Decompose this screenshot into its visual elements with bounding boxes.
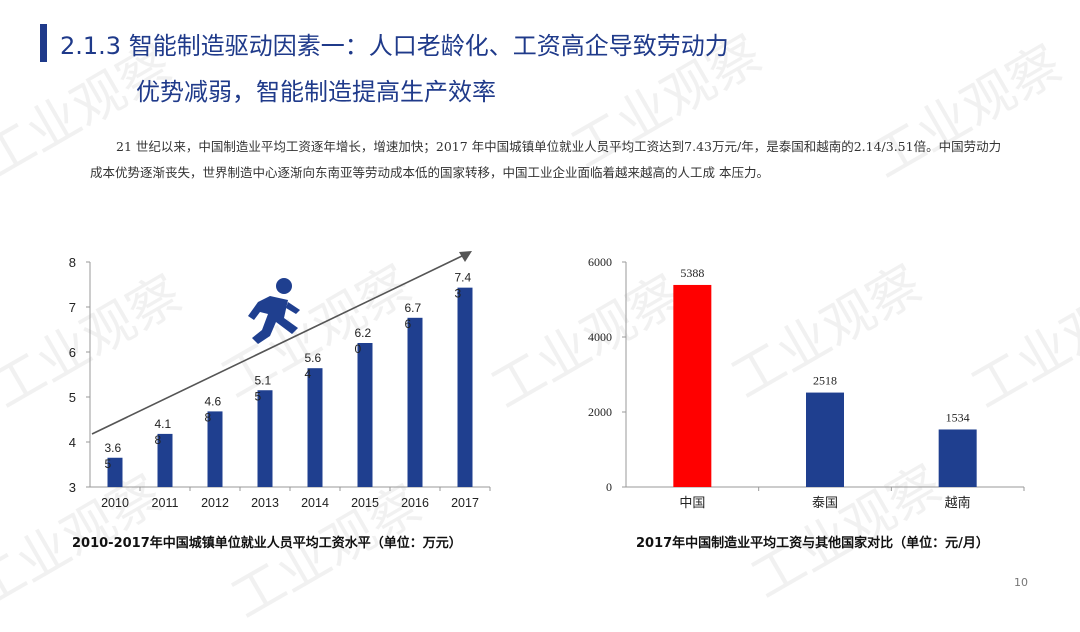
data-label: 6.7 (405, 301, 422, 315)
trend-arrow (91, 255, 463, 435)
x-tick-label: 2014 (301, 496, 329, 510)
data-label: 3 (455, 287, 462, 301)
data-label: 7.4 (455, 271, 472, 285)
data-label: 6.2 (355, 326, 372, 340)
page-number: 10 (1014, 576, 1028, 589)
bar-2012 (207, 411, 223, 487)
wage-trend-chart: 3 4 5 6 7 8 2010 3.6 5 2011 4.1 8 2012 4.6 8 2013 5.1 5 20… (69, 251, 491, 510)
data-label: 5 (255, 389, 262, 403)
bar-2015 (357, 343, 373, 487)
bar-中国 (673, 284, 712, 487)
x-tick-label: 泰国 (812, 496, 838, 511)
wage-comparison-chart: 0 2000 4000 6000 中国 5388 泰国 2518 越南 1534 (588, 255, 1025, 511)
y-tick-label: 5 (69, 390, 76, 405)
chart2-caption: 2017年中国制造业平均工资与其他国家对比（单位：元/月） (636, 536, 989, 551)
data-label: 6 (405, 317, 412, 331)
y-tick-label: 8 (69, 255, 76, 270)
bar-2014 (307, 368, 323, 487)
data-label: 5388 (680, 266, 704, 280)
x-tick-label: 越南 (945, 495, 971, 511)
x-tick-label: 2015 (351, 496, 379, 510)
bar-越南 (938, 429, 977, 487)
x-tick-label: 2012 (201, 496, 229, 510)
x-tick-label: 2017 (451, 496, 479, 510)
data-label: 5.1 (255, 373, 272, 387)
data-label: 0 (355, 342, 362, 356)
x-tick-label: 2011 (152, 496, 179, 510)
data-label: 2518 (813, 374, 837, 388)
data-label: 4 (305, 367, 312, 381)
data-label: 1534 (946, 410, 970, 424)
running-person-icon (248, 278, 300, 344)
data-label: 5 (105, 457, 112, 471)
data-label: 4.1 (155, 417, 172, 431)
data-label: 3.6 (105, 441, 122, 455)
trend-arrow-head (459, 251, 472, 262)
x-tick-label: 2013 (251, 496, 279, 510)
data-label: 4.6 (205, 394, 222, 408)
y-tick-label: 4 (69, 435, 76, 450)
y-tick-label: 2000 (588, 405, 612, 419)
bar-2016 (407, 317, 423, 487)
bar-2010 (107, 457, 123, 487)
y-tick-label: 3 (69, 480, 76, 495)
title-accent-bar (40, 24, 47, 62)
x-tick-label: 2016 (401, 496, 429, 510)
bar-2011 (157, 433, 173, 487)
page-title: 2.1.3 智能制造驱动因素一：人口老龄化、工资高企导致劳动力 (60, 32, 729, 60)
data-label: 8 (155, 433, 162, 447)
page-subtitle: 优势减弱，智能制造提高生产效率 (136, 78, 496, 106)
y-tick-label: 4000 (588, 330, 612, 344)
paragraph-text: 21 世纪以来，中国制造业平均工资逐年增长，增速加快；2017 年中国城镇单位就… (90, 139, 1002, 180)
body-paragraph: 21 世纪以来，中国制造业平均工资逐年增长，增速加快；2017 年中国城镇单位就… (90, 134, 1010, 186)
chart1-caption: 2010-2017年中国城镇单位就业人员平均工资水平（单位：万元） (72, 536, 462, 551)
data-label: 5.6 (305, 351, 322, 365)
bar-2017 (457, 287, 473, 487)
y-tick-label: 6 (69, 345, 76, 360)
y-tick-label: 7 (69, 300, 76, 315)
data-label: 8 (205, 410, 212, 424)
x-tick-label: 中国 (679, 496, 705, 511)
y-tick-label: 6000 (588, 255, 612, 269)
bar-2013 (257, 390, 273, 487)
bar-泰国 (806, 392, 844, 487)
x-tick-label: 2010 (101, 496, 129, 510)
y-tick-label: 0 (606, 480, 612, 494)
